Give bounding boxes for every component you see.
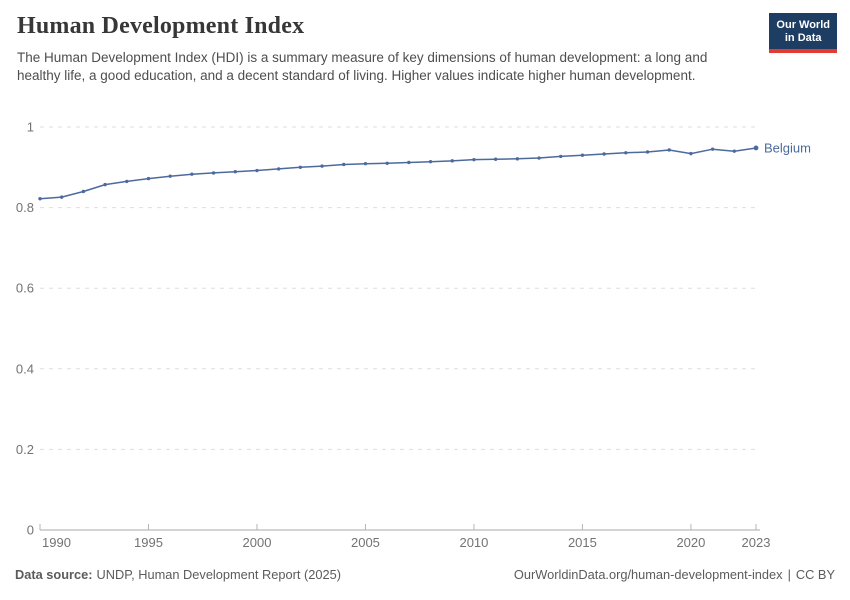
data-point-dot[interactable] <box>667 148 671 152</box>
data-point-dot[interactable] <box>472 157 476 162</box>
data-point-dot[interactable] <box>537 156 541 160</box>
owid-logo[interactable]: Our World in Data <box>769 13 837 53</box>
x-tick-label: 2005 <box>351 535 380 550</box>
series-end-label[interactable]: Belgium <box>764 140 811 155</box>
data-point-dot[interactable] <box>645 150 650 154</box>
license-link[interactable]: CC BY <box>795 567 835 582</box>
x-tick-label: 2000 <box>243 535 272 550</box>
x-axis: 1990 1995 2000 2005 2010 2015 2020 2023 <box>39 524 771 550</box>
logo-line-2: in Data <box>784 32 822 44</box>
x-tick-label: 1990 <box>42 535 71 550</box>
data-source-label: Data source: <box>15 567 93 582</box>
y-tick-label: 0.6 <box>16 281 34 296</box>
data-point-dot[interactable] <box>103 182 107 187</box>
chart-header: Human Development Index The Human Develo… <box>17 13 837 85</box>
x-tick-label: 2020 <box>676 535 705 550</box>
data-point-dot[interactable] <box>428 159 433 164</box>
data-point-dot[interactable] <box>515 157 520 161</box>
data-point-dot[interactable] <box>168 174 172 178</box>
data-point-dot[interactable] <box>38 197 42 201</box>
y-tick-label: 0.8 <box>16 200 34 215</box>
data-point-dot[interactable] <box>298 165 303 169</box>
page-title: Human Development Index <box>17 13 305 39</box>
data-point-dot[interactable] <box>255 168 259 173</box>
data-point-dot[interactable] <box>59 195 64 199</box>
x-tick-label: 2015 <box>568 535 597 550</box>
x-tick-label: 1995 <box>134 535 163 550</box>
data-source-link[interactable]: UNDP, Human Development Report (2025) <box>96 567 341 582</box>
chart-subtitle: The Human Development Index (HDI) is a s… <box>17 50 708 83</box>
title-block: Human Development Index The Human Develo… <box>17 13 757 85</box>
data-point-dot[interactable] <box>146 176 151 181</box>
data-point-dot[interactable] <box>190 172 194 176</box>
series-belgium[interactable]: Belgium <box>38 140 811 201</box>
y-tick-label: 0.4 <box>16 361 34 376</box>
data-point-dot[interactable] <box>320 164 324 168</box>
data-point-dot[interactable] <box>753 145 759 151</box>
canonical-url-link[interactable]: OurWorldinData.org/human-development-ind… <box>513 567 783 582</box>
chart-footer: Data source: UNDP, Human Development Repo… <box>15 567 835 582</box>
data-point-dot[interactable] <box>385 161 389 165</box>
data-point-dot[interactable] <box>363 161 368 166</box>
data-point-dot[interactable] <box>276 167 281 171</box>
data-point-dot[interactable] <box>580 153 585 157</box>
data-point-dot[interactable] <box>407 160 411 165</box>
data-point-dot[interactable] <box>710 147 715 151</box>
data-point-dot[interactable] <box>125 179 129 184</box>
data-point-dot[interactable] <box>342 162 346 167</box>
data-point-dot[interactable] <box>81 189 86 194</box>
footer-separator: | <box>787 567 791 582</box>
data-point-dot[interactable] <box>450 159 454 163</box>
y-tick-label: 1 <box>27 120 34 135</box>
data-point-dot[interactable] <box>211 171 216 175</box>
hdi-line <box>39 147 757 200</box>
y-tick-label: 0 <box>27 523 34 538</box>
x-tick-label: 2010 <box>459 535 488 550</box>
data-point-dot[interactable] <box>559 154 563 159</box>
footer-right: OurWorldinData.org/human-development-ind… <box>514 567 835 582</box>
data-point-dot[interactable] <box>732 149 737 153</box>
y-axis: 0 0.2 0.4 0.6 0.8 1 <box>16 120 760 538</box>
data-point-dot[interactable] <box>493 157 498 161</box>
y-tick-label: 0.2 <box>16 442 34 457</box>
data-point-dot[interactable] <box>602 152 606 156</box>
data-point-dot[interactable] <box>689 151 693 156</box>
data-point-dot[interactable] <box>624 151 628 155</box>
logo-line-1: Our World <box>776 19 830 31</box>
x-tick-label: 2023 <box>742 535 771 550</box>
data-point-dot[interactable] <box>233 170 237 174</box>
data-source: Data source: UNDP, Human Development Repo… <box>15 567 341 582</box>
